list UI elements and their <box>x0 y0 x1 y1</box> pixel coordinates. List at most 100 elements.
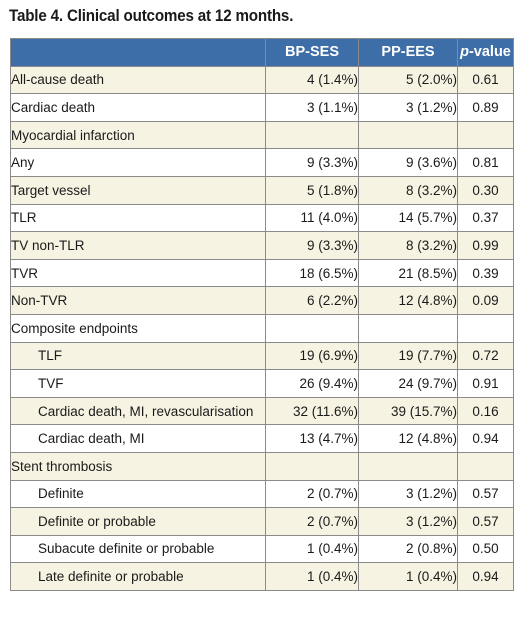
header-p-suffix: -value <box>468 44 511 61</box>
table-row: Definite or probable 2 (0.7%) 3 (1.2%) 0.57 <box>10 507 514 536</box>
outcomes-table: BP-SES PP-EES p-value All-cause death 4 (… <box>10 38 514 591</box>
bp-ses-value: 9 (3.3%) <box>265 148 359 177</box>
table-row: Subacute definite or probable 1 (0.4%) 2 (… <box>10 534 514 564</box>
table-row: All-cause death 4 (1.4%) 5 (2.0%) 0.61 <box>10 65 514 95</box>
pp-ees-value: 1 (0.4%) <box>358 562 458 591</box>
table-row: TLF 19 (6.9%) 19 (7.7%) 0.72 <box>10 341 514 371</box>
table-row: Cardiac death, MI 13 (4.7%) 12 (4.8%) 0.94 <box>10 424 514 453</box>
row-label: Non-TVR <box>10 286 266 315</box>
p-value: 0.81 <box>457 148 514 177</box>
table-row: Cardiac death 3 (1.1%) 3 (1.2%) 0.89 <box>10 93 514 122</box>
pp-ees-value <box>358 313 458 343</box>
header-p-value: p-value <box>457 38 514 67</box>
table-row: Composite endpoints <box>10 313 514 343</box>
bp-ses-value: 4 (1.4%) <box>265 65 359 95</box>
p-value: 0.30 <box>457 175 514 205</box>
p-value: 0.94 <box>457 562 514 591</box>
p-value <box>457 451 514 481</box>
header-pp-ees: PP-EES <box>358 38 458 67</box>
p-value: 0.57 <box>457 479 514 509</box>
table-row: Target vessel 5 (1.8%) 8 (3.2%) 0.30 <box>10 175 514 205</box>
pp-ees-value: 8 (3.2%) <box>358 231 458 260</box>
bp-ses-value: 9 (3.3%) <box>265 231 359 260</box>
row-label: All-cause death <box>10 65 266 95</box>
table-caption: Table 4. Clinical outcomes at 12 months. <box>9 7 294 25</box>
bp-ses-value <box>265 313 359 343</box>
table-row: Late definite or probable 1 (0.4%) 1 (0.4%… <box>10 562 514 591</box>
bp-ses-value <box>265 120 359 150</box>
row-label: Cardiac death <box>10 93 266 122</box>
pp-ees-value: 9 (3.6%) <box>358 148 458 177</box>
row-label: Cardiac death, MI, revascularisation <box>10 396 266 426</box>
table-row: TVF 26 (9.4%) 24 (9.7%) 0.91 <box>10 369 514 398</box>
header-bp-ses: BP-SES <box>265 38 359 67</box>
pp-ees-value: 14 (5.7%) <box>358 203 458 233</box>
bp-ses-value: 5 (1.8%) <box>265 175 359 205</box>
p-value: 0.57 <box>457 507 514 536</box>
table-row: Stent thrombosis <box>10 451 514 481</box>
pp-ees-value: 3 (1.2%) <box>358 93 458 122</box>
row-label: Myocardial infarction <box>10 120 266 150</box>
row-label: Late definite or probable <box>10 562 266 591</box>
pp-ees-value: 39 (15.7%) <box>358 396 458 426</box>
bp-ses-value: 3 (1.1%) <box>265 93 359 122</box>
row-label: Subacute definite or probable <box>10 534 266 564</box>
bp-ses-value: 26 (9.4%) <box>265 369 359 398</box>
pp-ees-value <box>358 120 458 150</box>
bp-ses-value: 1 (0.4%) <box>265 534 359 564</box>
bp-ses-value: 2 (0.7%) <box>265 479 359 509</box>
bp-ses-value: 2 (0.7%) <box>265 507 359 536</box>
p-value: 0.99 <box>457 231 514 260</box>
row-label: Stent thrombosis <box>10 451 266 481</box>
pp-ees-value: 21 (8.5%) <box>358 258 458 288</box>
row-label: Target vessel <box>10 175 266 205</box>
table-row: Myocardial infarction <box>10 120 514 150</box>
p-value <box>457 313 514 343</box>
row-label: TLF <box>10 341 266 371</box>
table-row: Definite 2 (0.7%) 3 (1.2%) 0.57 <box>10 479 514 509</box>
pp-ees-value: 3 (1.2%) <box>358 479 458 509</box>
row-label: TVF <box>10 369 266 398</box>
pp-ees-value: 12 (4.8%) <box>358 424 458 453</box>
pp-ees-value: 3 (1.2%) <box>358 507 458 536</box>
pp-ees-value: 8 (3.2%) <box>358 175 458 205</box>
table-row: Non-TVR 6 (2.2%) 12 (4.8%) 0.09 <box>10 286 514 315</box>
pp-ees-value <box>358 451 458 481</box>
row-label: TV non-TLR <box>10 231 266 260</box>
bp-ses-value: 18 (6.5%) <box>265 258 359 288</box>
p-value: 0.61 <box>457 65 514 95</box>
bp-ses-value: 32 (11.6%) <box>265 396 359 426</box>
p-value: 0.39 <box>457 258 514 288</box>
table-header-row: BP-SES PP-EES p-value <box>10 38 514 67</box>
p-value: 0.91 <box>457 369 514 398</box>
row-label: TLR <box>10 203 266 233</box>
p-value: 0.50 <box>457 534 514 564</box>
bp-ses-value <box>265 451 359 481</box>
p-value: 0.16 <box>457 396 514 426</box>
row-label: Cardiac death, MI <box>10 424 266 453</box>
bp-ses-value: 13 (4.7%) <box>265 424 359 453</box>
table-row: TLR 11 (4.0%) 14 (5.7%) 0.37 <box>10 203 514 233</box>
pp-ees-value: 2 (0.8%) <box>358 534 458 564</box>
p-value <box>457 120 514 150</box>
p-value: 0.09 <box>457 286 514 315</box>
header-p-italic: p <box>460 44 469 61</box>
bp-ses-value: 1 (0.4%) <box>265 562 359 591</box>
p-value: 0.89 <box>457 93 514 122</box>
table-row: Any 9 (3.3%) 9 (3.6%) 0.81 <box>10 148 514 177</box>
table-row: TV non-TLR 9 (3.3%) 8 (3.2%) 0.99 <box>10 231 514 260</box>
bp-ses-value: 11 (4.0%) <box>265 203 359 233</box>
header-outcome <box>10 38 266 67</box>
p-value: 0.94 <box>457 424 514 453</box>
table-row: Cardiac death, MI, revascularisation 32 (… <box>10 396 514 426</box>
p-value: 0.37 <box>457 203 514 233</box>
bp-ses-value: 19 (6.9%) <box>265 341 359 371</box>
pp-ees-value: 5 (2.0%) <box>358 65 458 95</box>
p-value: 0.72 <box>457 341 514 371</box>
row-label: Definite <box>10 479 266 509</box>
pp-ees-value: 12 (4.8%) <box>358 286 458 315</box>
table-body: All-cause death 4 (1.4%) 5 (2.0%) 0.61 Cardi… <box>10 65 514 591</box>
row-label: Any <box>10 148 266 177</box>
row-label: Definite or probable <box>10 507 266 536</box>
table-row: TVR 18 (6.5%) 21 (8.5%) 0.39 <box>10 258 514 288</box>
